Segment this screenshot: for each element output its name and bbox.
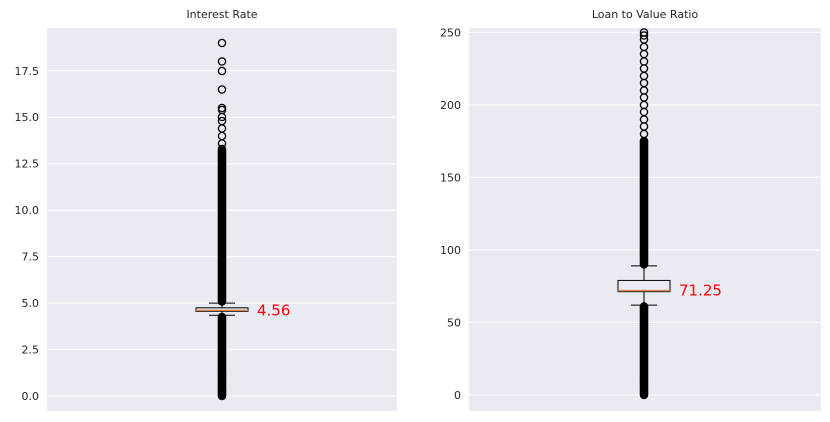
outlier-points bbox=[217, 38, 227, 401]
median-annotation: 4.56 bbox=[257, 301, 290, 319]
median-annotation: 71.25 bbox=[679, 282, 722, 300]
y-tick-label: 10.0 bbox=[15, 204, 40, 217]
outlier-point bbox=[639, 28, 649, 37]
y-tick-labels: 0.0 2.5 5.0 7.5 10.0 12.5 15.0 17.5 bbox=[15, 65, 40, 403]
y-tick-labels: 0 50 100 150 200 250 bbox=[440, 26, 461, 402]
outlier-point bbox=[217, 103, 227, 113]
outlier-point bbox=[217, 386, 227, 395]
outlier-point bbox=[217, 38, 227, 48]
outlier-point bbox=[217, 66, 227, 76]
outlier-point bbox=[639, 31, 649, 40]
outlier-point bbox=[217, 371, 227, 380]
outlier-point bbox=[217, 144, 227, 154]
y-tick-label: 150 bbox=[440, 171, 461, 184]
y-tick-label: 12.5 bbox=[15, 158, 40, 171]
box-and-whiskers bbox=[617, 265, 671, 306]
outlier-point bbox=[217, 116, 227, 126]
chart-title: Loan to Value Ratio bbox=[592, 8, 699, 21]
interest-rate-boxplot: 0.0 2.5 5.0 7.5 10.0 12.5 15.0 17.5 4.56 Intere… bbox=[15, 8, 397, 411]
iqr-box bbox=[195, 307, 249, 312]
box-and-whiskers bbox=[195, 302, 249, 316]
y-tick-label: 50 bbox=[447, 317, 461, 330]
y-tick-label: 17.5 bbox=[15, 65, 40, 78]
y-tick-label: 7.5 bbox=[22, 251, 40, 264]
y-tick-label: 200 bbox=[440, 99, 461, 112]
outlier-point bbox=[217, 85, 227, 94]
y-tick-label: 250 bbox=[440, 26, 461, 39]
y-tick-label: 100 bbox=[440, 244, 461, 257]
y-tick-label: 0.0 bbox=[22, 390, 40, 403]
loan-to-value-ratio-boxplot: 0 50 100 150 200 250 71.25 Loan to Value Rati… bbox=[440, 8, 821, 411]
y-tick-label: 15.0 bbox=[15, 111, 40, 124]
outlier-points bbox=[639, 28, 649, 400]
y-tick-label: 5.0 bbox=[22, 297, 40, 310]
iqr-box bbox=[617, 279, 671, 293]
chart-title: Interest Rate bbox=[186, 8, 257, 21]
y-tick-label: 2.5 bbox=[22, 344, 40, 357]
outlier-point bbox=[217, 57, 227, 66]
y-tick-label: 0 bbox=[454, 389, 461, 402]
